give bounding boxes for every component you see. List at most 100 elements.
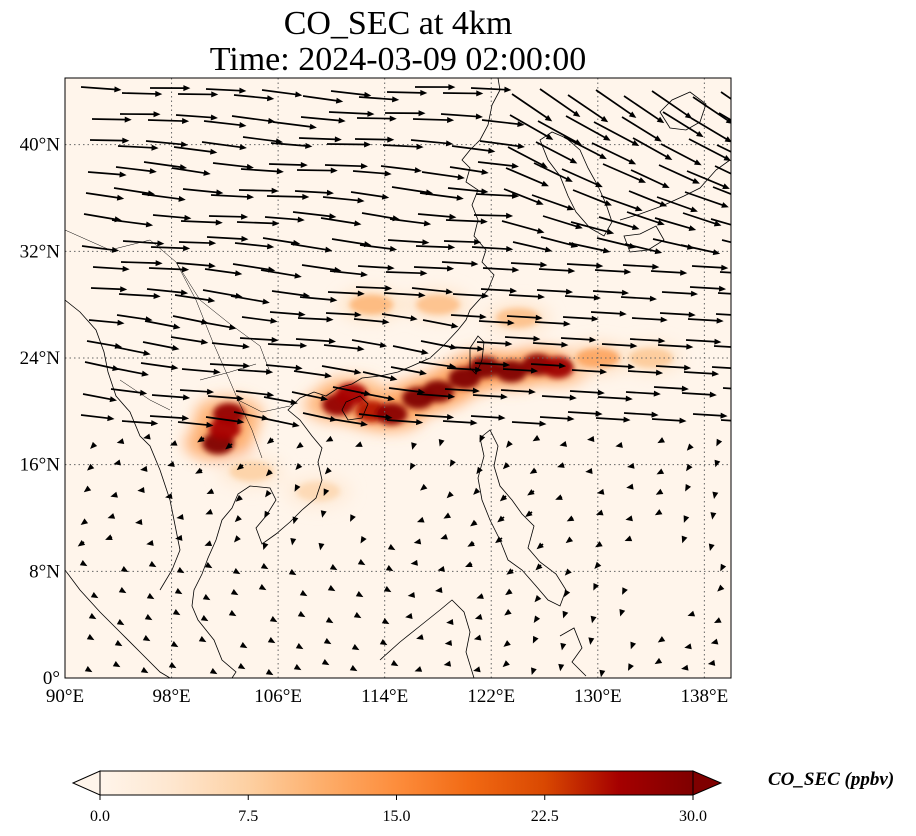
wind-arrow — [467, 540, 475, 547]
wind-arrow — [323, 344, 365, 352]
wind-arrow — [685, 338, 722, 345]
wind-arrow — [659, 311, 696, 318]
wind-arrow — [562, 610, 569, 619]
wind-arrow — [571, 368, 608, 375]
wind-arrow — [146, 288, 189, 296]
wind-arrow — [631, 316, 668, 323]
wind-arrow — [269, 311, 306, 318]
wind-arrow — [105, 534, 113, 540]
wind-arrow — [569, 389, 605, 396]
wind-arrow — [531, 194, 575, 211]
wind-arrow — [234, 242, 275, 250]
wind-arrow — [293, 370, 332, 379]
wind-arrow — [446, 491, 454, 499]
wind-arrow — [260, 269, 302, 279]
wind-arrow — [710, 512, 717, 520]
map-subtitle: Time: 2024-03-09 02:00:00 — [209, 41, 587, 78]
y-axis-ticks: 0° 8°N 16°N 24°N 32°N 40°N — [20, 135, 61, 689]
wind-arrow — [388, 387, 426, 395]
wind-arrow — [414, 84, 456, 91]
wind-arrow — [685, 483, 692, 492]
wind-arrow — [77, 540, 86, 547]
wind-arrow — [142, 635, 151, 642]
wind-arrow — [92, 265, 130, 272]
colorbar-body — [99, 770, 694, 796]
wind-arrow — [80, 86, 122, 93]
wind-arrow — [140, 667, 149, 674]
map-frame — [64, 77, 732, 679]
wind-arrow — [236, 463, 245, 471]
wind-arrow — [628, 190, 668, 207]
wind-arrow — [472, 393, 508, 400]
wind-arrow — [323, 488, 330, 497]
wind-arrow — [497, 515, 505, 523]
coastline-philippines — [477, 429, 567, 607]
wind-arrow — [290, 243, 333, 253]
wind-arrow — [511, 93, 553, 122]
wind-arrow — [330, 90, 372, 98]
wind-arrow — [110, 388, 148, 396]
wind-arrow — [320, 217, 362, 227]
wind-arrow — [451, 145, 496, 154]
wind-arrow — [86, 634, 95, 641]
wind-arrow — [713, 617, 722, 623]
wind-arrow — [527, 489, 535, 496]
wind-arrow — [149, 85, 191, 92]
wind-arrow — [566, 262, 604, 269]
wind-arrow — [508, 293, 545, 300]
wind-arrow — [420, 483, 428, 491]
wind-arrow — [632, 137, 673, 160]
wind-arrow — [295, 462, 303, 471]
wind-arrow — [446, 366, 483, 373]
wind-arrow — [85, 192, 125, 201]
wind-arrow — [443, 512, 452, 519]
wind-arrow — [110, 491, 118, 498]
wind-arrow — [205, 508, 213, 515]
wind-arrow — [601, 342, 638, 349]
wind-arrow — [355, 591, 364, 598]
wind-arrow — [295, 338, 337, 345]
plume-cell — [349, 294, 394, 315]
wind-arrow — [619, 608, 626, 617]
wind-arrow — [91, 116, 132, 123]
wind-arrow — [355, 441, 363, 447]
wind-arrow — [113, 459, 122, 466]
wind-arrow — [681, 391, 717, 398]
wind-arrow — [380, 165, 422, 174]
wind-arrow — [510, 261, 548, 268]
wind-arrow — [564, 589, 571, 598]
wind-arrow — [392, 345, 429, 355]
wind-arrow — [175, 534, 183, 541]
wind-arrow — [437, 565, 445, 572]
wind-arrow — [435, 587, 443, 593]
wind-arrow — [595, 541, 603, 548]
wind-arrow — [296, 441, 304, 449]
wind-arrow — [263, 396, 298, 406]
x-tick-label: 130°E — [574, 686, 622, 707]
wind-arrow — [119, 111, 161, 118]
wind-arrow — [173, 146, 218, 155]
wind-arrow — [502, 660, 510, 668]
x-tick-label: 98°E — [152, 686, 190, 707]
wind-arrow — [568, 242, 611, 254]
wind-arrow — [264, 216, 305, 223]
wind-arrow — [233, 535, 241, 543]
wind-arrow — [165, 493, 173, 499]
wind-arrow — [718, 112, 731, 122]
wind-arrow — [300, 116, 346, 124]
wind-arrow — [204, 268, 243, 277]
wind-arrow — [470, 86, 512, 93]
wind-arrow — [657, 636, 666, 643]
wind-arrow — [147, 117, 190, 124]
wind-arrow — [499, 494, 508, 502]
wind-arrow — [541, 394, 577, 401]
wind-arrow — [447, 187, 489, 195]
colorbar-tick-label: 0.0 — [90, 808, 110, 825]
wind-arrow — [599, 669, 606, 678]
wind-arrow — [630, 641, 637, 650]
wind-arrow — [152, 214, 192, 221]
wind-arrow — [356, 115, 397, 122]
wind-arrow — [118, 587, 127, 594]
x-tick-label: 106°E — [254, 686, 302, 707]
